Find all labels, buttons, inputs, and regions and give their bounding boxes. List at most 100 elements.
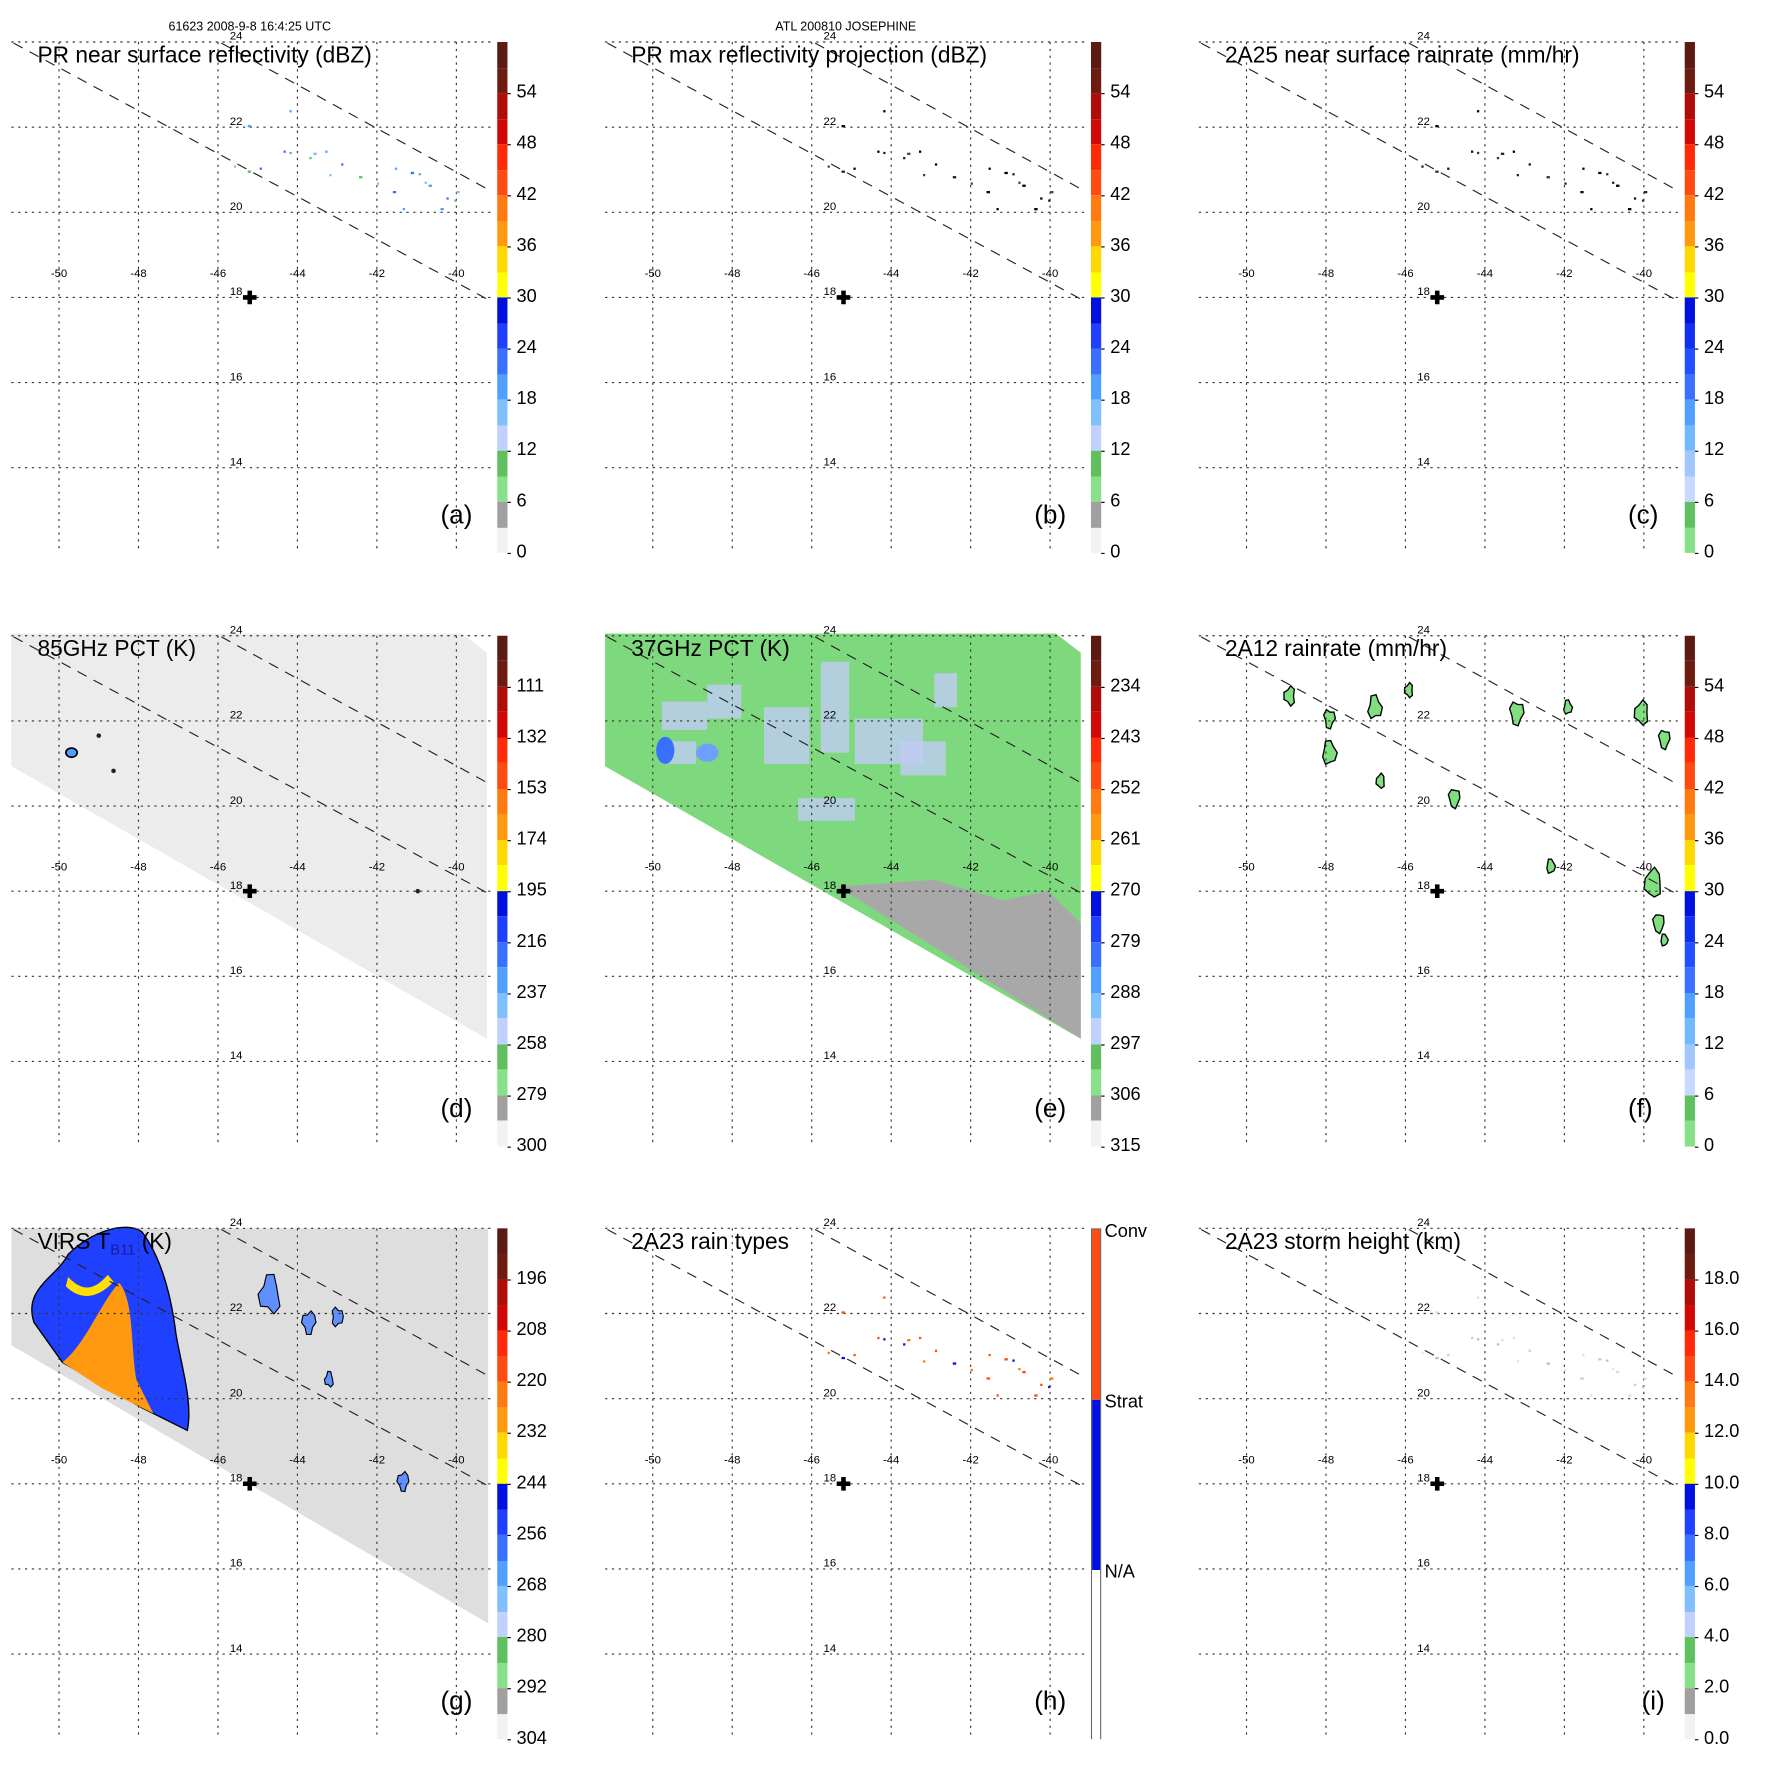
colorbar-segment — [1684, 220, 1695, 247]
data-pixel — [1034, 1394, 1038, 1397]
data-pixel — [853, 167, 856, 170]
panel-letter: (g) — [440, 1685, 473, 1716]
storm-center-marker-icon — [242, 290, 257, 305]
colorbar-segment — [1684, 195, 1695, 221]
data-pixel — [1580, 191, 1584, 194]
latitude-label: 18 — [1417, 1473, 1430, 1485]
colorbar-tick — [1694, 1043, 1699, 1046]
colorbar-segment — [1090, 271, 1102, 298]
latitude-label: 22 — [1417, 709, 1430, 721]
colorbar-segment — [1684, 450, 1695, 477]
data-pixel — [410, 171, 415, 175]
latitude-label: 24 — [1417, 1217, 1430, 1229]
colorbar-label: 30 — [1110, 287, 1131, 307]
colorbar-segment — [1684, 118, 1695, 145]
colorbar-label: 297 — [1110, 1033, 1141, 1053]
colorbar-tick — [1694, 1432, 1699, 1434]
panel-letter: (c) — [1627, 499, 1659, 530]
colorbar-tick — [1694, 839, 1699, 841]
colorbar-segment — [1090, 67, 1102, 94]
colorbar-segment — [1684, 527, 1695, 553]
colorbar-label: 258 — [516, 1033, 547, 1053]
data-pixel — [446, 197, 449, 200]
colorbar-label: 288 — [1110, 982, 1141, 1002]
colorbar-label: 18 — [1704, 982, 1725, 1002]
latitude-label: 18 — [824, 286, 837, 298]
colorbar-label: 36 — [516, 236, 537, 256]
colorbar-label: 54 — [516, 82, 537, 103]
data-pixel — [1627, 208, 1632, 211]
latitude-label: 20 — [824, 794, 837, 806]
colorbar-segment — [1684, 941, 1695, 968]
colorbar-segment — [1090, 635, 1102, 661]
colorbar-label: 252 — [1110, 778, 1141, 798]
colorbar-label: 292 — [516, 1677, 547, 1698]
longitude-label: -40 — [1636, 1454, 1652, 1466]
colorbar-segment — [1684, 271, 1695, 298]
data-pixel — [1564, 1368, 1567, 1372]
data-pixel — [827, 165, 830, 168]
colorbar-segment — [1684, 916, 1695, 942]
colorbar-label: Strat — [1104, 1392, 1143, 1412]
colorbar-segment — [497, 1458, 508, 1484]
orbit-timestamp: 61623 2008-9-8 16:4:25 UTC — [168, 20, 331, 35]
colorbar-segment — [1684, 1585, 1695, 1612]
colorbar-segment — [497, 686, 508, 712]
data-pixel — [1564, 182, 1567, 185]
data-pixel — [883, 1296, 886, 1299]
longitude-label: -40 — [448, 268, 464, 280]
data-pixel — [903, 1343, 906, 1346]
data-pixel — [1641, 199, 1645, 202]
colorbar-tick — [507, 992, 511, 994]
longitude-label: -44 — [1477, 1454, 1493, 1466]
colorbar-segment — [1684, 1018, 1695, 1044]
title-text: 85GHz PCT (K) — [37, 636, 197, 662]
colorbar-tick — [1101, 450, 1105, 452]
colorbar-tick — [1101, 144, 1105, 146]
latitude-label: 20 — [230, 1387, 243, 1399]
colorbar-label: 18 — [1704, 389, 1725, 409]
cold-core — [656, 736, 675, 764]
cloud-cell — [300, 1310, 317, 1335]
longitude-label: -46 — [1397, 1454, 1413, 1466]
pr-swath-edge — [13, 42, 491, 302]
longitude-label: -48 — [1318, 1454, 1334, 1466]
colorbar-label: 208 — [516, 1320, 547, 1340]
panel-letter: (a) — [440, 499, 473, 530]
colorbar-label: 12 — [516, 440, 537, 460]
pr-swath-edge — [1408, 1228, 1679, 1378]
longitude-label: -42 — [1556, 268, 1572, 280]
longitude-label: -42 — [962, 861, 978, 873]
cold-patch — [798, 797, 855, 821]
colorbar-tick — [507, 1043, 511, 1046]
colorbar-segment — [1092, 1399, 1101, 1571]
data-pixel — [1012, 173, 1015, 176]
colorbar-tick — [1694, 450, 1699, 452]
colorbar-segment — [497, 1713, 508, 1740]
data-pixel — [233, 165, 237, 168]
colorbar-label: 306 — [1110, 1084, 1141, 1105]
data-pixel — [1471, 1336, 1474, 1340]
colorbar-segment — [1684, 686, 1695, 712]
colorbar-segment — [1090, 169, 1102, 196]
map-plot: -50 -48 -46 -44 -42 -40 24 22 20 18 16 14 — [11, 624, 491, 1147]
colorbar-tick — [1101, 93, 1105, 95]
colorbar-label: 111 — [516, 676, 545, 696]
colorbar-tick — [1101, 1043, 1105, 1046]
latitude-label: 22 — [230, 116, 243, 128]
latitude-label: 18 — [1417, 286, 1430, 298]
latitude-label: 20 — [1417, 201, 1430, 213]
data-pixel — [918, 150, 922, 153]
latitude-label: 24 — [824, 1217, 837, 1229]
colorbar-segment — [1684, 169, 1695, 196]
data-pixel — [1048, 199, 1051, 202]
colorbar-segment — [497, 1120, 508, 1147]
colorbar-segment — [1684, 1069, 1695, 1095]
cold-patch — [900, 740, 946, 775]
panel-g: -50 -48 -46 -44 -42 -40 24 22 20 18 16 14 VIRS TB11 … — [0, 1186, 594, 1780]
longitude-label: -46 — [210, 268, 226, 280]
colorbar-segment — [1090, 788, 1102, 814]
storm-center-marker-icon — [1430, 1476, 1445, 1491]
longitude-label: -50 — [645, 268, 661, 280]
map-plot: -50 -48 -46 -44 -42 -40 24 22 20 18 16 14 — [1198, 624, 1679, 1147]
